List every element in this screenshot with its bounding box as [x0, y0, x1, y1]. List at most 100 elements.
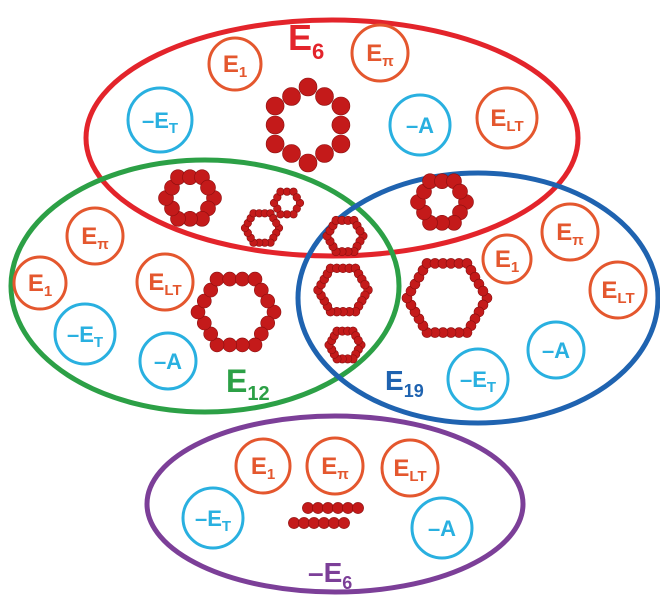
- element-ma-e12: –A: [138, 331, 198, 391]
- element-label: E1: [495, 246, 519, 276]
- element-label: Eπ: [556, 219, 584, 249]
- ring-e12: [203, 282, 218, 298]
- element-circle: [207, 36, 263, 92]
- ring-e6: [265, 134, 285, 154]
- set-me6-ellipse: [144, 413, 526, 595]
- element-met-e19: –ET: [446, 347, 510, 411]
- chain-me6: [312, 502, 324, 514]
- element-met-e12: –ET: [53, 302, 117, 366]
- element-circle: [526, 320, 586, 380]
- set-e19-label: E19: [385, 365, 424, 401]
- element-circle: [53, 302, 117, 366]
- element-label: –ET: [142, 108, 178, 137]
- chain-me6: [342, 502, 354, 514]
- ring-e12: [260, 315, 276, 331]
- element-circle: [588, 260, 648, 320]
- chain-me6: [328, 517, 340, 529]
- set-e19-ellipse: [295, 170, 660, 426]
- set-me6-label: –E6: [308, 557, 352, 593]
- element-circle: [380, 438, 440, 498]
- element-circle: [126, 86, 194, 154]
- element-label: Eπ: [321, 453, 349, 483]
- chain-me6: [352, 502, 364, 514]
- ring-e6-e12-large: [200, 179, 216, 196]
- chain-me6: [288, 517, 300, 529]
- ring-e12: [222, 271, 237, 287]
- ring-e12: [253, 282, 269, 298]
- ring-e6: [298, 153, 318, 173]
- element-label: –A: [154, 349, 182, 374]
- element-label: –ET: [460, 367, 496, 396]
- ring-center-bottom: [353, 335, 363, 345]
- ring-e6: [282, 87, 301, 106]
- ring-e12: [260, 293, 276, 309]
- element-circle: [481, 233, 533, 285]
- element-circle: [135, 252, 195, 312]
- element-circle: [65, 206, 125, 266]
- ring-e12: [253, 326, 269, 342]
- element-circle: [540, 202, 600, 262]
- ring-e12: [209, 271, 225, 287]
- chain-me6: [298, 517, 310, 529]
- set-e12-label: E12: [226, 363, 270, 405]
- element-ma-me6: –A: [410, 496, 474, 560]
- element-ept-e6: Eπ: [350, 23, 410, 83]
- element-label: Eπ: [81, 223, 109, 253]
- ring-structures: [158, 77, 493, 529]
- element-met-me6: –ET: [181, 486, 245, 550]
- ring-e6: [315, 144, 334, 163]
- element-ept-e19: Eπ: [540, 202, 600, 262]
- element-label: –ET: [67, 322, 103, 351]
- ring-e6: [331, 134, 351, 154]
- element-elt-me6: ELT: [380, 438, 440, 498]
- element-circle: [446, 347, 510, 411]
- ring-e12: [247, 271, 263, 287]
- chain-me6: [338, 517, 350, 529]
- element-label: –A: [542, 338, 570, 363]
- element-elt-e12: ELT: [135, 252, 195, 312]
- element-label: –ET: [195, 506, 231, 535]
- element-circle: [12, 255, 68, 311]
- ring-e19: [477, 285, 489, 297]
- ring-e12: [197, 315, 212, 331]
- ring-e12: [235, 337, 250, 353]
- element-ept-e12: Eπ: [65, 206, 125, 266]
- element-label: Eπ: [366, 40, 394, 70]
- element-label: E1: [28, 270, 52, 300]
- ring-e12: [190, 304, 206, 320]
- set-e12-ellipse: [8, 157, 402, 415]
- element-elt-e6: ELT: [475, 86, 539, 150]
- element-circle: [234, 437, 292, 495]
- ring-e12: [209, 337, 225, 353]
- ring-e6: [265, 115, 285, 135]
- element-e1-me6: E1: [234, 437, 292, 495]
- element-ept-me6: Eπ: [305, 436, 365, 496]
- element-label: ELT: [148, 269, 181, 299]
- ring-e6: [331, 96, 351, 116]
- ring-center-top: [355, 226, 365, 236]
- chain-me6: [332, 502, 344, 514]
- chain-me6: [302, 502, 314, 514]
- set-e6-ellipse: [83, 17, 581, 259]
- chain-me6: [318, 517, 330, 529]
- element-ma-e6: –A: [388, 93, 452, 157]
- element-circle: [475, 86, 539, 150]
- element-circle: [388, 93, 452, 157]
- ring-e12: [203, 326, 218, 342]
- element-label: E1: [251, 453, 275, 483]
- ring-e6: [298, 77, 318, 97]
- ring-e6: [265, 96, 285, 116]
- symmetry-elements: E1 Eπ –ET –A ELT Eπ E1 ELT –ET –A Eπ E1 ELT –A –ET E1 Eπ…: [12, 23, 648, 560]
- ring-e6: [282, 144, 301, 163]
- ring-e6-e19: [452, 183, 468, 200]
- element-e1-e19: E1: [481, 233, 533, 285]
- chain-me6: [308, 517, 320, 529]
- element-label: ELT: [490, 105, 523, 135]
- ring-e6-e12-small-a: [272, 219, 281, 228]
- ring-e12: [247, 337, 263, 353]
- ring-center-mid: [360, 279, 370, 290]
- ring-e12: [197, 293, 212, 309]
- element-met-e6: –ET: [126, 86, 194, 154]
- element-label: –A: [428, 516, 456, 541]
